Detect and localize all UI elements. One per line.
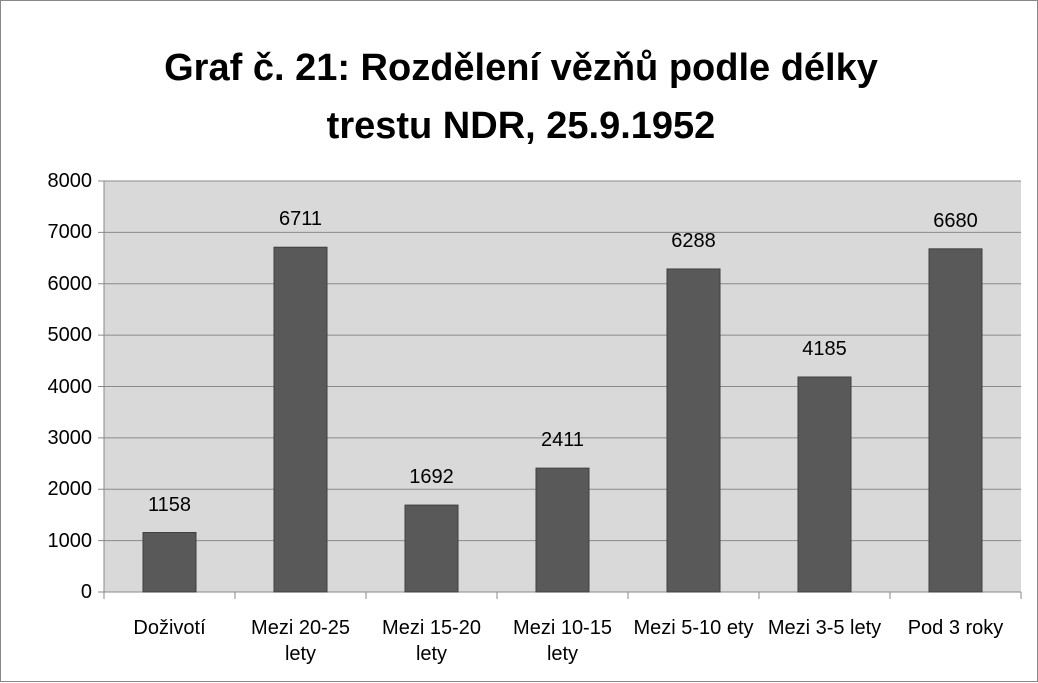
x-tick-label: Doživotí [133,617,206,639]
bar [666,268,721,593]
data-label: 6711 [278,208,322,231]
bar [797,376,852,593]
x-tick-label: Mezi 15-20 lety [382,617,481,665]
x-tick-label: Mezi 20-25 lety [251,617,350,665]
y-tick-label: 2000 [47,478,93,501]
bar [535,467,590,593]
bar [928,248,983,593]
data-label: 6680 [933,209,978,232]
y-tick-label: 5000 [47,324,93,347]
y-tick-label: 6000 [47,272,93,295]
y-tick-label: 4000 [47,375,93,398]
bar [404,504,459,593]
y-tick-label: 7000 [47,221,93,244]
y-tick-label: 3000 [47,426,93,449]
x-tick-label: Mezi 10-15 lety [513,617,612,665]
data-label: 4185 [802,337,847,360]
y-tick-label: 8000 [47,170,93,192]
x-tick-label: Mezi 5-10 ety [633,617,754,639]
chart-title: Graf č. 21: Rozdělení vězňů podle délky … [164,47,878,147]
y-tick-label: 1000 [47,529,93,552]
x-tick-label: Mezi 3-5 lety [767,617,882,639]
data-label: 1692 [409,466,454,489]
data-label: 2411 [540,429,584,452]
bar [142,532,197,593]
data-label: 1158 [147,493,191,516]
data-label: 6288 [671,229,716,252]
bar [273,246,328,593]
x-tick-label: Pod 3 roky [907,617,1004,639]
y-tick-label: 0 [80,581,92,603]
